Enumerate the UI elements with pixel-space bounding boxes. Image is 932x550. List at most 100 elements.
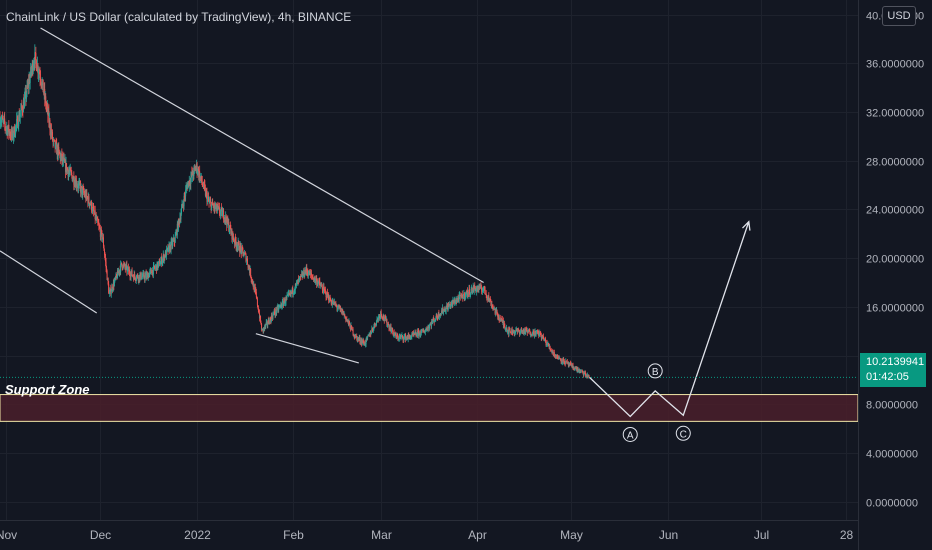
candle-body xyxy=(140,278,142,280)
candle-body xyxy=(380,311,382,316)
candle-body xyxy=(401,335,403,337)
candle-body xyxy=(17,126,19,128)
candle-body xyxy=(391,330,393,332)
candle-body xyxy=(299,276,301,278)
candle-body xyxy=(114,277,116,279)
candle-body xyxy=(568,364,570,366)
candle-body xyxy=(88,202,90,206)
candle-body xyxy=(585,372,587,376)
candle-body xyxy=(176,223,178,236)
candle-body xyxy=(215,203,217,211)
candle-body xyxy=(448,304,450,307)
candle-body xyxy=(374,322,376,326)
candle-body xyxy=(185,187,187,190)
time-tick-label: Dec xyxy=(90,528,111,542)
candle-body xyxy=(0,121,2,123)
candle-body xyxy=(186,186,188,189)
candle-body xyxy=(556,354,558,357)
candle-body xyxy=(387,323,389,325)
candle-body xyxy=(314,276,316,280)
candle-body xyxy=(32,66,34,72)
candle-body xyxy=(428,326,430,329)
candle-body xyxy=(46,106,48,108)
candle-body xyxy=(388,324,390,329)
candle-body xyxy=(59,154,61,160)
candle-body xyxy=(481,290,483,292)
candle-body xyxy=(188,181,190,187)
candle-body xyxy=(243,255,245,257)
candle-body xyxy=(26,84,28,95)
candle-body xyxy=(399,336,401,338)
time-axis[interactable]: Nov Dec 2022 Feb Mar Apr May Jun Jul 28 xyxy=(0,528,853,542)
candle-body xyxy=(126,264,128,272)
candle-body xyxy=(76,186,78,188)
candle-body xyxy=(383,318,385,321)
candle-body xyxy=(46,106,48,108)
candle-body xyxy=(280,304,282,307)
candle-body xyxy=(457,298,459,300)
candle-body xyxy=(534,331,536,336)
candle-body xyxy=(78,183,80,184)
candle-body xyxy=(228,222,230,231)
candle-body xyxy=(196,163,198,168)
candle-body xyxy=(89,203,91,205)
candle-body xyxy=(169,245,171,252)
candle-body xyxy=(45,96,47,106)
candle-body xyxy=(415,332,417,336)
candle-body xyxy=(235,241,237,247)
candle-body xyxy=(128,269,130,272)
candle-body xyxy=(544,338,546,340)
candle-body xyxy=(307,272,309,276)
candle-body xyxy=(289,291,291,295)
candle-body xyxy=(587,374,589,378)
candle-body xyxy=(443,309,445,312)
candle-body xyxy=(569,363,571,366)
candle-body xyxy=(580,370,582,372)
candle-body xyxy=(444,308,446,310)
currency-button[interactable]: USD xyxy=(882,6,916,26)
candle-body xyxy=(285,297,287,303)
candle-body xyxy=(199,176,201,181)
candle-body xyxy=(333,301,335,305)
candle-body xyxy=(393,332,395,335)
candle-body xyxy=(287,293,289,295)
candle-body xyxy=(272,314,274,319)
candle-body xyxy=(283,299,285,303)
candle-body xyxy=(342,309,344,315)
time-tick-label: Nov xyxy=(0,528,17,542)
price-axis[interactable]: 0.00000004.00000008.000000012.000000016.… xyxy=(866,11,924,510)
candle-body xyxy=(67,170,69,176)
candle-body xyxy=(157,262,159,269)
candle-body xyxy=(329,296,331,302)
candle-body xyxy=(501,318,503,320)
candle-body xyxy=(498,318,500,321)
candle-body xyxy=(375,320,377,326)
candle-body xyxy=(156,265,158,271)
candle-body xyxy=(249,268,251,274)
candle-body xyxy=(551,351,553,353)
candle-body xyxy=(255,292,257,297)
candle-body xyxy=(102,237,104,240)
candle-body xyxy=(433,318,435,320)
candle-body xyxy=(70,170,72,173)
candle-body xyxy=(115,274,117,276)
candle-body xyxy=(425,329,427,331)
candle-body xyxy=(515,329,517,331)
candle-body xyxy=(21,108,23,112)
candle-body xyxy=(299,277,301,279)
candle-body xyxy=(9,131,11,136)
candle-body xyxy=(280,304,282,306)
candle-body xyxy=(528,329,530,331)
candle-body xyxy=(527,330,529,333)
candle-body xyxy=(117,270,119,274)
candle-body xyxy=(269,318,271,320)
candle-body xyxy=(102,237,104,247)
trendline-drawings[interactable] xyxy=(0,27,751,418)
candle-body xyxy=(91,201,93,211)
candle-body xyxy=(376,319,378,321)
candle-body xyxy=(506,328,508,332)
candle-body xyxy=(346,320,348,322)
candle-body xyxy=(294,283,296,290)
candle-body xyxy=(183,195,185,207)
